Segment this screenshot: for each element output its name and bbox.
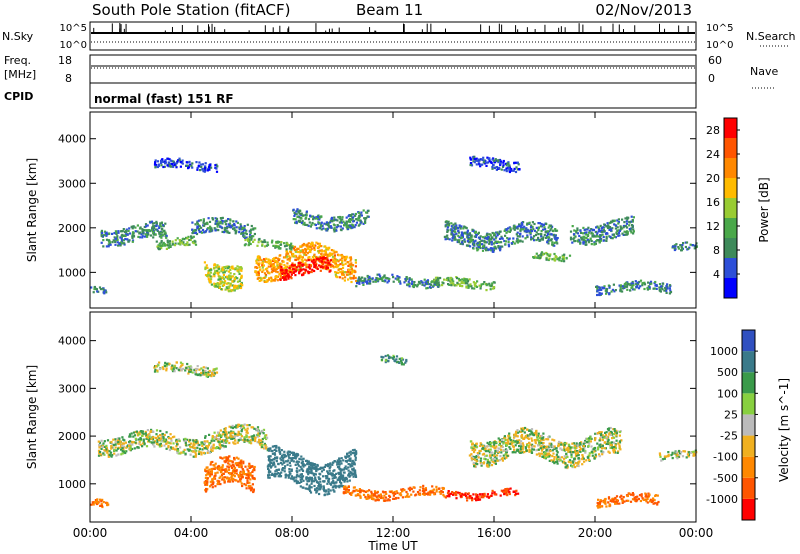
freq-tick-bottom: 8 [65,72,72,85]
vel-cbar-tick-0: 1000 [710,345,738,358]
freq-panel-frame [89,54,697,84]
xtick-5: 20:00 [578,526,613,540]
noise-panel-frame [89,21,697,51]
power-feature-15 [671,241,698,252]
power-y-ticks: 1000 2000 3000 4000 [58,133,696,279]
velocity-feature-9 [658,449,698,462]
noise-right-tick-bottom: 10^0 [706,40,733,51]
velocity-feature-7 [468,426,623,470]
vel-ytick-0: 1000 [58,478,86,491]
power-panel-frame [89,111,697,309]
x-axis-ticks: 00:00 04:00 08:00 12:00 16:00 20:00 00:00 [73,112,714,540]
power-cbar-tick-2: 12 [706,220,720,233]
vel-ytick-2: 3000 [58,382,86,395]
velocity-y-ticks: 1000 2000 3000 4000 [58,335,696,491]
power-feature-11 [443,220,559,253]
cpid-text: normal (fast) 151 RF [94,92,234,106]
beam-label: Beam 11 [356,1,423,19]
velocity-feature-6 [444,487,520,502]
power-feature-5 [292,208,370,233]
power-feature-7 [254,241,358,284]
xtick-6: 00:00 [679,526,714,540]
power-cbar-tick-6: 28 [706,124,720,137]
power-ylabel: Slant Range [km] [25,158,39,262]
station-title: South Pole Station (fitACF) [92,1,290,19]
velocity-feature-4 [266,444,358,497]
power-feature-0 [90,285,108,295]
velocity-plot-area [90,354,698,509]
x-axis-label: Time UT [367,539,418,553]
velocity-panel-frame [89,311,697,523]
power-feature-12 [532,251,572,263]
power-ytick-3: 4000 [58,133,86,146]
noise-left-label: N.Sky [2,30,34,43]
power-feature-6 [203,261,244,293]
velocity-feature-1 [97,428,206,458]
velocity-colorbar: 1000 500 100 25 -25 -100 -500 -1000 [706,329,758,521]
cpid-label: CPID [4,90,33,103]
xtick-0: 00:00 [73,526,108,540]
power-feature-14 [595,279,673,297]
power-feature-13 [569,215,635,246]
freq-tick-top: 18 [58,54,72,67]
power-feature-8 [279,256,332,281]
freq-label-1: Freq. [4,54,31,67]
vel-cbar-tick-2: 100 [717,387,738,400]
power-cbar-tick-0: 4 [713,268,720,281]
freq-label-2: [MHz] [4,68,36,81]
xtick-2: 08:00 [275,526,310,540]
xtick-1: 04:00 [174,526,209,540]
noise-left-tick-bottom: 10^0 [60,40,87,51]
power-feature-16 [153,157,219,173]
power-colorbar-label: Power [dB] [757,177,771,242]
vel-cbar-tick-7: -1000 [706,493,738,506]
power-feature-9 [355,273,441,290]
power-ytick-0: 1000 [58,266,86,279]
xtick-4: 16:00 [477,526,512,540]
cpid-panel-frame [89,82,697,109]
vel-cbar-tick-5: -100 [713,451,738,464]
power-feature-3 [191,216,257,240]
velocity-feature-11 [380,354,408,366]
velocity-feature-3 [203,455,256,494]
power-feature-10 [431,276,496,292]
velocity-feature-8 [596,492,660,509]
power-feature-1 [100,220,168,248]
velocity-feature-5 [342,484,446,502]
date-label: 02/Nov/2013 [595,1,692,19]
velocity-ylabel: Slant Range [km] [25,365,39,469]
power-feature-17 [469,155,521,174]
power-ytick-1: 2000 [58,222,86,235]
power-cbar-tick-4: 20 [706,172,720,185]
vel-ytick-3: 4000 [58,335,86,348]
velocity-feature-0 [90,498,110,509]
vel-cbar-tick-4: -25 [720,430,738,443]
vel-cbar-tick-3: 25 [724,408,738,421]
nave-tick-bottom: 0 [708,72,715,85]
power-colorbar: 4 8 12 16 20 24 28 [706,117,740,299]
vel-ytick-1: 2000 [58,430,86,443]
power-cbar-tick-5: 24 [706,148,720,161]
power-cbar-tick-1: 8 [713,244,720,257]
vel-cbar-tick-1: 500 [717,366,738,379]
noise-left-tick-top: 10^5 [60,23,87,34]
vel-cbar-tick-6: -500 [713,472,738,485]
power-cbar-tick-3: 16 [706,196,720,209]
nave-tick-top: 60 [708,54,722,67]
power-ytick-2: 3000 [58,177,86,190]
power-feature-2 [155,235,198,251]
nave-label: Nave [750,65,778,78]
power-feature-4 [243,237,294,251]
velocity-feature-10 [153,361,219,378]
noise-spikes [93,23,689,33]
xtick-3: 12:00 [376,526,411,540]
velocity-colorbar-label: Velocity [m s^-1] [777,378,791,482]
noise-right-tick-top: 10^5 [706,23,733,34]
noise-right-label: N.Search [746,30,796,43]
power-plot-area [90,155,698,297]
velocity-feature-2 [203,423,269,454]
